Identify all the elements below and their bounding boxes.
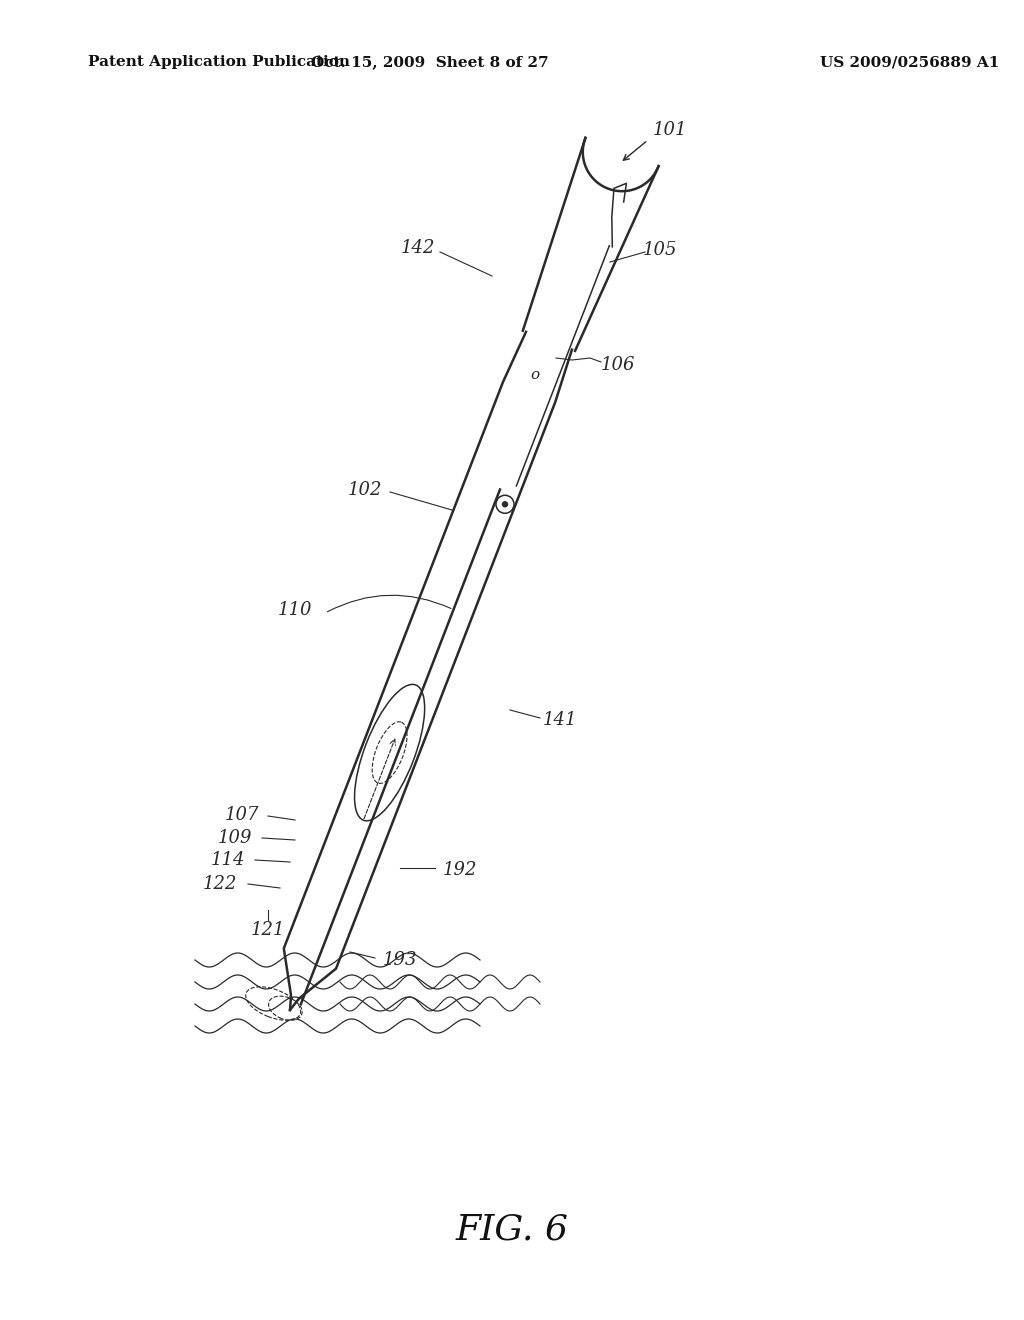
Text: 114: 114 (211, 851, 246, 869)
Text: Oct. 15, 2009  Sheet 8 of 27: Oct. 15, 2009 Sheet 8 of 27 (311, 55, 549, 69)
Text: o: o (530, 368, 540, 381)
Text: 142: 142 (400, 239, 435, 257)
Text: 107: 107 (224, 807, 259, 824)
Text: Patent Application Publication: Patent Application Publication (88, 55, 350, 69)
Text: 121: 121 (251, 921, 286, 939)
Text: 122: 122 (203, 875, 238, 894)
Text: 102: 102 (348, 480, 382, 499)
Text: 110: 110 (278, 601, 312, 619)
Text: US 2009/0256889 A1: US 2009/0256889 A1 (820, 55, 999, 69)
Text: FIG. 6: FIG. 6 (456, 1213, 568, 1247)
Text: 106: 106 (601, 356, 635, 374)
Text: 105: 105 (643, 242, 677, 259)
Text: 141: 141 (543, 711, 578, 729)
Text: 192: 192 (442, 861, 477, 879)
Text: 193: 193 (383, 950, 417, 969)
Text: 109: 109 (218, 829, 252, 847)
Text: 101: 101 (652, 121, 687, 139)
Circle shape (503, 502, 508, 507)
